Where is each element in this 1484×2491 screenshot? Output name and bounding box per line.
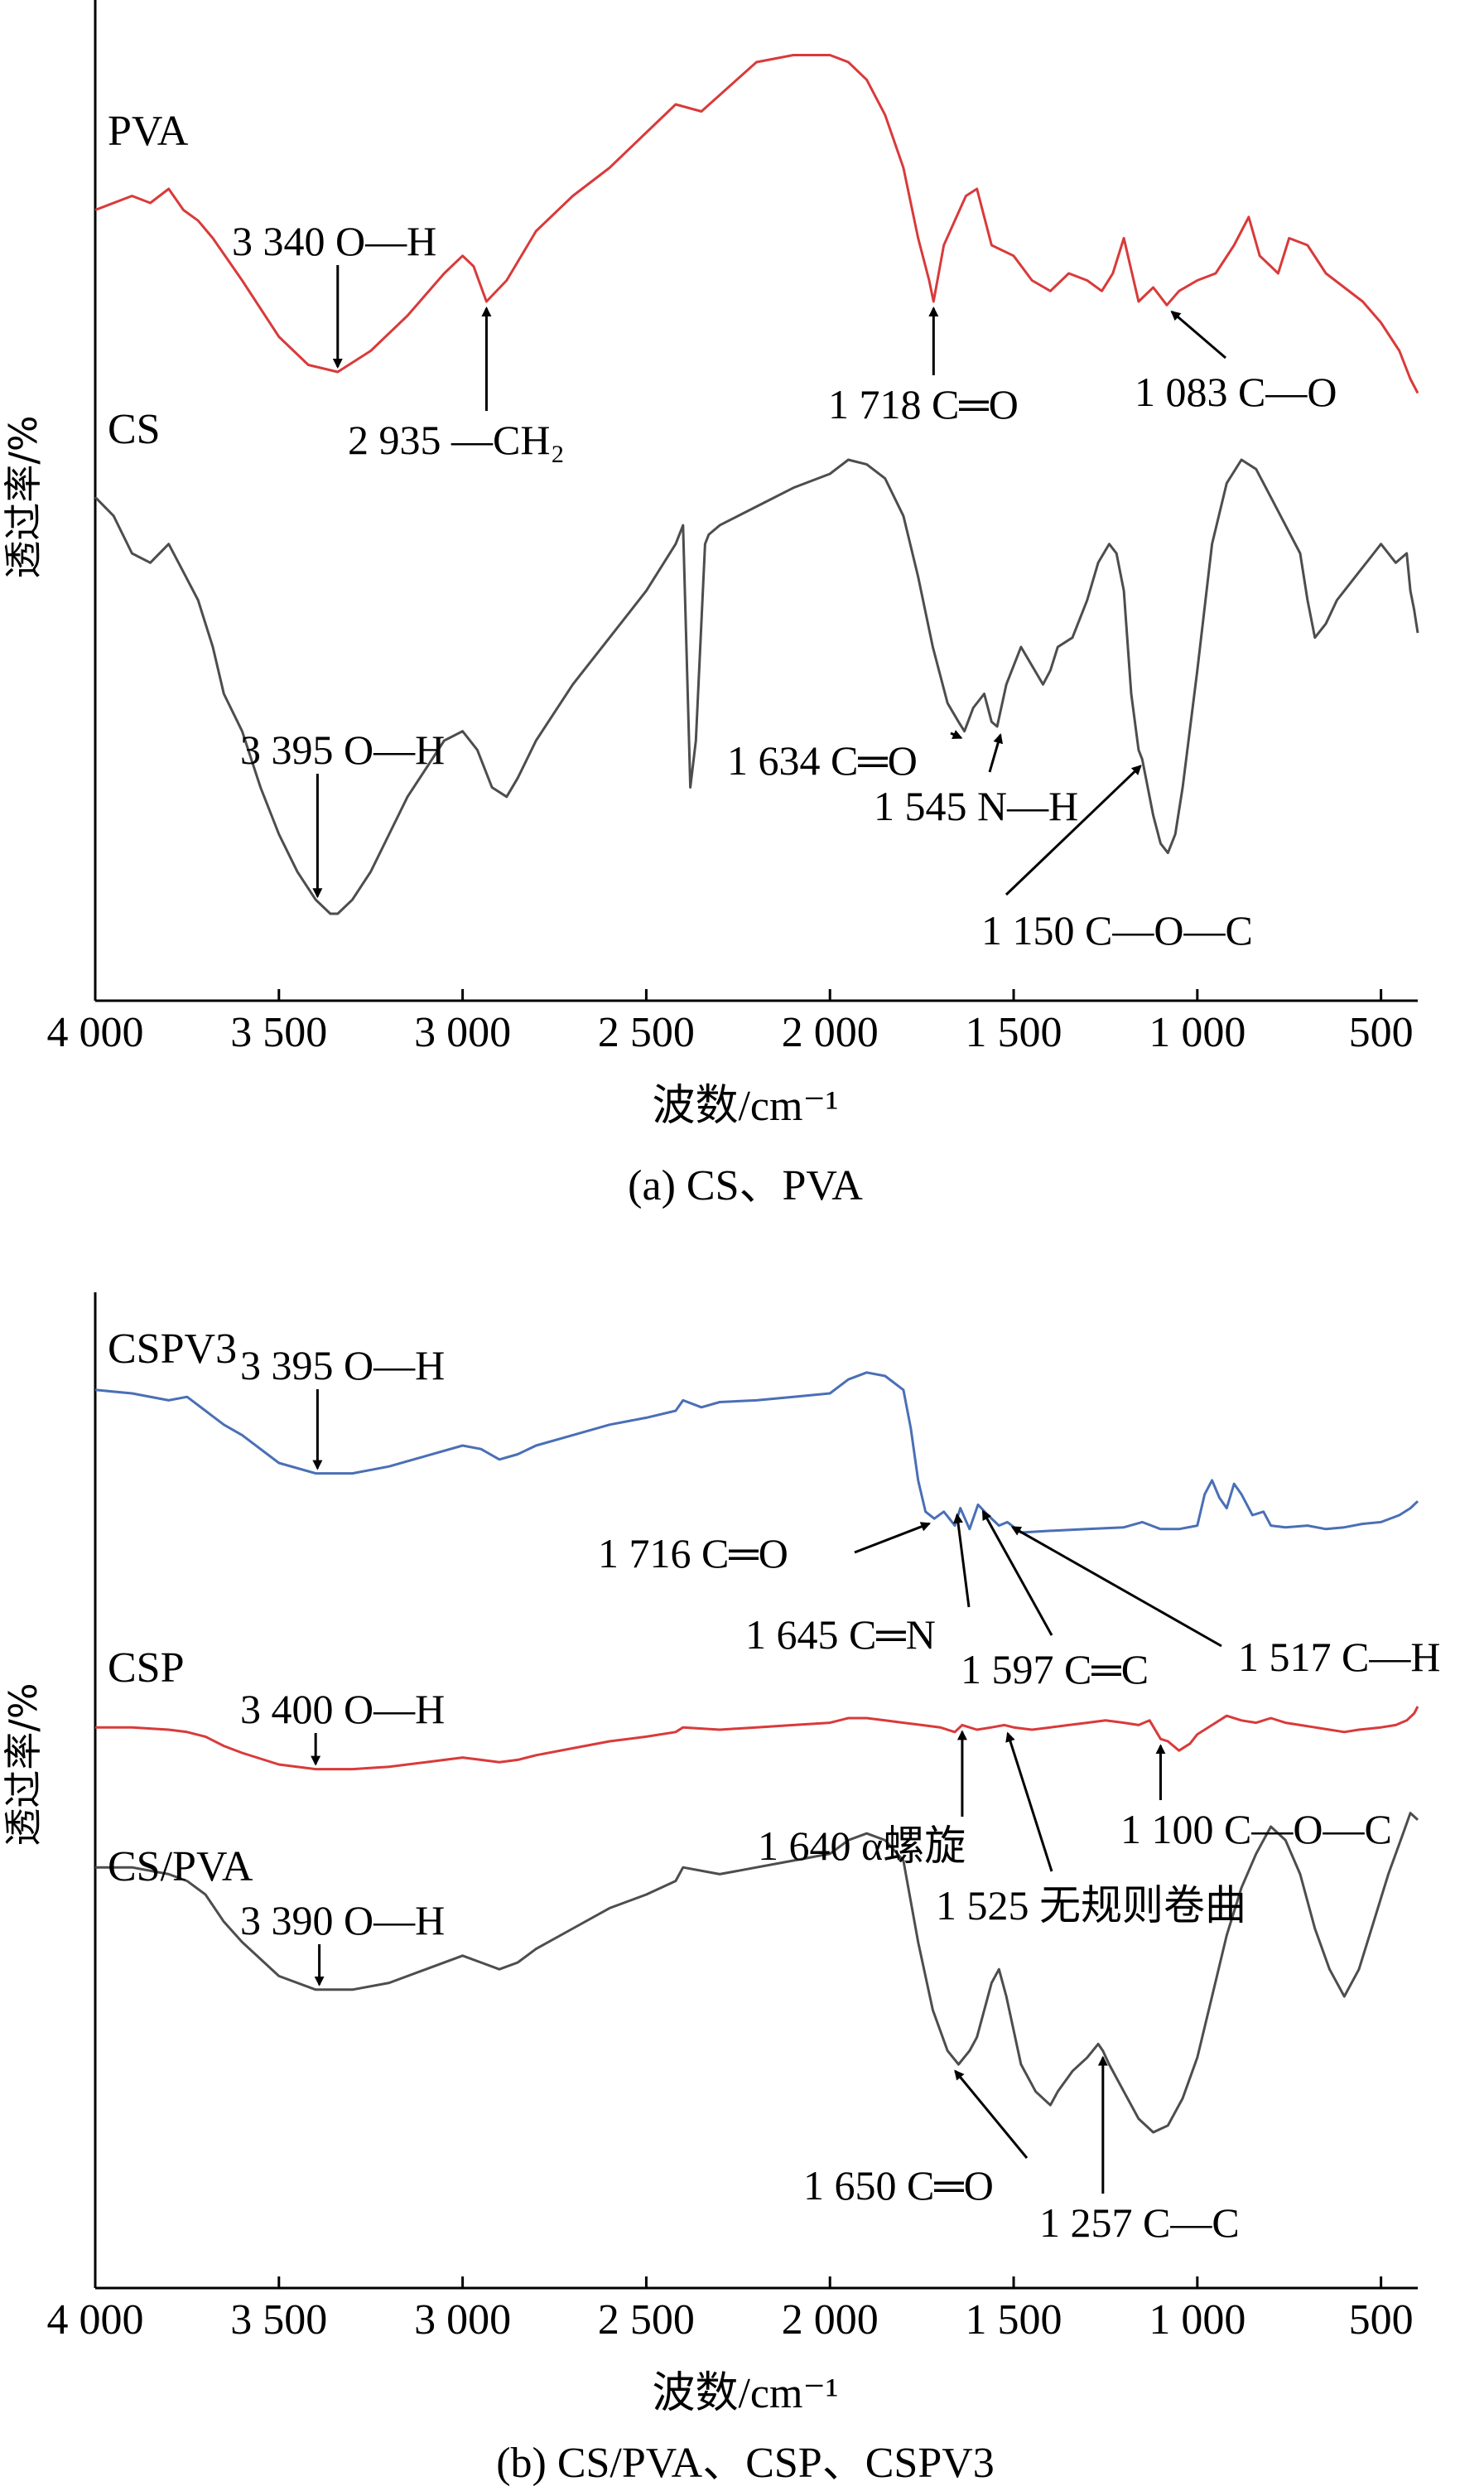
series-line-csp (95, 1706, 1419, 1771)
x-axis-label-b: 波数/cm⁻¹ (652, 2370, 838, 2417)
x-ticks-a: 4 000 3 500 3 000 2 500 2 000 1 500 1 000 500 (47, 989, 1414, 1056)
x-tick-label: 2 000 (782, 2296, 879, 2344)
x-tick-label: 2 500 (598, 1009, 695, 1056)
peak-annotation: 1 634 C═O (727, 737, 918, 784)
peak-annotation: 1 100 C—O—C (1120, 1806, 1392, 1852)
curves-b (94, 1371, 1419, 2134)
series-label: CS/PVA (108, 1843, 253, 1890)
y-axis-label-a: 透过率/% (1, 415, 46, 578)
annotations-b: 3 395 O—H 1 716 C═O 1 645 C═N 1 597 C═C 1 51… (240, 1342, 1440, 2246)
peak-annotation: 1 716 C═O (598, 1530, 788, 1576)
x-tick-label: 3 000 (414, 1009, 511, 1056)
series-line-cs (94, 458, 1419, 915)
annotation-arrow (1010, 1526, 1222, 1648)
panel-a: 4 000 3 500 3 000 2 500 2 000 1 500 1 000 500 P… (1, 0, 1419, 1209)
peak-annotation: 1 640 α螺旋 (758, 1822, 966, 1869)
x-tick-label: 500 (1349, 2296, 1414, 2344)
peak-annotation: 1 545 N—H (874, 783, 1078, 829)
caption-b: (b) CS/PVA、CSP、CSPV3 (496, 2440, 995, 2487)
annotation-arrow (854, 1522, 932, 1554)
annotation-arrow (988, 733, 1004, 773)
x-tick-label: 2 000 (782, 1009, 879, 1056)
annotation-arrow (1170, 310, 1226, 360)
annotation-arrow (950, 730, 963, 740)
annotation-arrow (981, 1509, 1053, 1636)
series-labels-a: PVA CS (108, 108, 189, 453)
annotation-arrow (1005, 1731, 1053, 1872)
curves-a (94, 54, 1419, 915)
peak-annotation: 1 083 C—O (1135, 369, 1337, 415)
series-label: CSPV3 (108, 1325, 237, 1373)
annotation-arrow (954, 2069, 1029, 2159)
peak-annotation: 1 718 C═O (828, 381, 1019, 427)
peak-annotation: 1 650 C═O (803, 2162, 994, 2209)
peak-annotation: 3 395 O—H (240, 727, 445, 773)
x-tick-label: 1 500 (966, 2296, 1062, 2344)
x-tick-label: 3 000 (414, 2296, 511, 2344)
series-label: CS (108, 406, 161, 453)
panel-b: 4 000 3 500 3 000 2 500 2 000 1 500 1 000 500 C… (1, 1292, 1440, 2487)
annotations-a: 3 340 O—H 2 935 —CH₂ 1 718 C═O 1 083 C—O 3 3… (232, 218, 1337, 953)
x-tick-label: 4 000 (47, 1009, 144, 1056)
annotation-arrow (953, 1513, 971, 1608)
peak-annotation: 1 257 C—C (1039, 2199, 1240, 2246)
x-tick-label: 4 000 (47, 2296, 144, 2344)
x-tick-label: 3 500 (230, 1009, 327, 1056)
peak-annotation: 2 935 —CH₂ (348, 417, 565, 463)
x-tick-label: 1 000 (1149, 1009, 1246, 1056)
annotation-arrow (1005, 765, 1142, 896)
x-tick-label: 500 (1349, 1009, 1414, 1056)
peak-annotation: 1 597 C═C (961, 1646, 1149, 1692)
caption-a: (a) CS、PVA (628, 1162, 863, 1209)
series-line-cspv3 (94, 1371, 1419, 1534)
peak-annotation: 1 517 C—H (1238, 1634, 1440, 1680)
peak-annotation: 3 340 O—H (232, 218, 436, 264)
x-tick-label: 3 500 (230, 2296, 327, 2344)
series-line-cs-pva (95, 1812, 1419, 2134)
peak-annotation: 3 390 O—H (240, 1897, 445, 1943)
x-axis-label-a: 波数/cm⁻¹ (652, 1083, 838, 1130)
series-label: CSP (108, 1644, 185, 1692)
peak-annotation: 1 150 C—O—C (981, 907, 1253, 953)
x-tick-label: 1 500 (966, 1009, 1062, 1056)
series-labels-b: CSPV3 CSP CS/PVA (108, 1325, 253, 1890)
peak-annotation: 1 645 C═N (745, 1611, 936, 1658)
x-tick-label: 2 500 (598, 2296, 695, 2344)
series-line-pva (94, 54, 1419, 394)
peak-annotation: 1 525 无规则卷曲 (936, 1882, 1246, 1929)
series-label: PVA (108, 108, 189, 155)
x-tick-label: 1 000 (1149, 2296, 1246, 2344)
x-ticks-b: 4 000 3 500 3 000 2 500 2 000 1 500 1 000 500 (47, 2276, 1414, 2344)
y-axis-label-b: 透过率/% (1, 1682, 46, 1846)
peak-annotation: 3 400 O—H (240, 1686, 445, 1732)
peak-annotation: 3 395 O—H (240, 1342, 445, 1388)
